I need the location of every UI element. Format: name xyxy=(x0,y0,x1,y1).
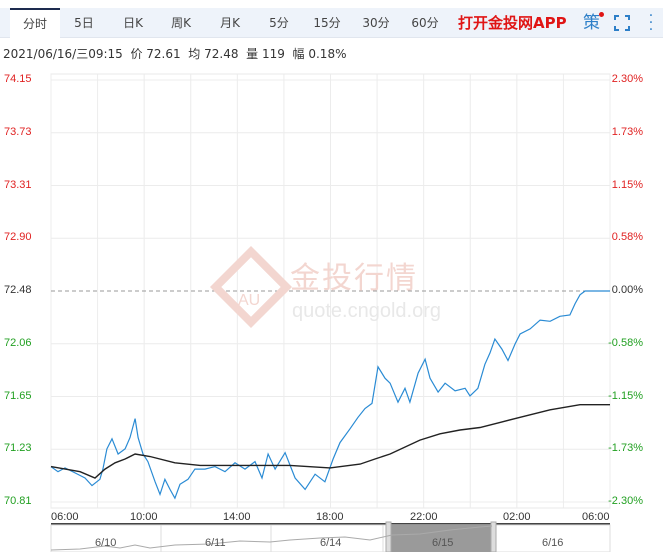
x-tick: 06:00 xyxy=(582,511,610,523)
watermark-logo xyxy=(209,245,293,329)
average-line xyxy=(50,404,610,479)
y-tick-right: 1.15% xyxy=(611,178,643,191)
y-tick-left: 72.48 xyxy=(4,284,32,296)
y-tick-right: -1.15% xyxy=(608,389,643,402)
avg-value: 72.48 xyxy=(204,47,239,61)
tab-6[interactable]: 15分 xyxy=(313,16,341,30)
amplitude-value: 0.18% xyxy=(308,47,347,61)
price-line xyxy=(50,290,610,500)
x-tick: 22:00 xyxy=(410,511,438,523)
navigator-day[interactable]: 6/14 xyxy=(320,537,342,549)
watermark-logo-text: AU xyxy=(238,292,260,309)
tab-0[interactable]: 分时 xyxy=(10,8,60,38)
y-tick-right: -2.30% xyxy=(608,495,643,507)
more-menu-icon[interactable]: · · · xyxy=(648,8,654,38)
watermark-brand: 金投行情 xyxy=(290,261,418,296)
navigator xyxy=(50,524,611,552)
navigator-day[interactable]: 6/15 xyxy=(432,537,454,549)
y-tick-right: 1.73% xyxy=(611,125,643,138)
notification-dot xyxy=(599,12,604,17)
volume-label: 量 xyxy=(246,47,259,61)
price-value: 72.61 xyxy=(146,47,181,61)
datetime: 2021/06/16/三09:15 xyxy=(3,47,123,61)
tab-5[interactable]: 5分 xyxy=(269,16,289,30)
navigator-handle-right xyxy=(490,521,497,552)
x-tick: 18:00 xyxy=(316,511,344,523)
x-tick: 06:00 xyxy=(51,511,79,523)
y-tick-left: 72.06 xyxy=(4,336,32,349)
y-tick-right: -0.58% xyxy=(608,336,643,349)
navigator-handle-left xyxy=(385,521,392,552)
navigator-sparkline xyxy=(50,525,493,551)
y-tick-left: 73.73 xyxy=(4,125,32,138)
y-tick-right: -1.73% xyxy=(608,442,643,455)
price-label: 价 xyxy=(130,47,143,61)
amplitude-label: 幅 xyxy=(292,47,305,61)
volume-value: 119 xyxy=(261,47,285,61)
y-tick-left: 71.65 xyxy=(4,389,32,402)
strategy-button[interactable]: 策 xyxy=(583,13,600,33)
quote-info-line: 2021/06/16/三09:15 价 72.61 均 72.48 量 119 … xyxy=(3,45,346,62)
tab-8[interactable]: 60分 xyxy=(411,16,439,30)
x-tick: 10:00 xyxy=(130,511,158,523)
navigator-day[interactable]: 6/16 xyxy=(542,537,564,549)
navigator-axis xyxy=(51,523,610,525)
y-tick-left: 74.15 xyxy=(4,73,32,85)
x-tick: 14:00 xyxy=(223,511,251,523)
fullscreen-icon[interactable] xyxy=(614,15,630,31)
tab-4[interactable]: 月K xyxy=(220,16,240,30)
navigator-selection xyxy=(390,525,492,552)
watermark-site: quote.cngold.org xyxy=(292,300,442,322)
y-tick-left: 73.31 xyxy=(4,178,32,191)
navigator-day[interactable]: 6/10 xyxy=(95,537,117,549)
y-tick-right: 2.30% xyxy=(611,73,643,85)
open-app-link[interactable]: 打开金投网APP xyxy=(458,14,567,32)
tab-7[interactable]: 30分 xyxy=(362,16,390,30)
y-tick-left: 70.81 xyxy=(4,495,32,507)
tab-2[interactable]: 日K xyxy=(123,16,143,30)
y-tick-left: 71.23 xyxy=(4,442,32,455)
y-tick-right: 0.58% xyxy=(611,231,643,244)
y-tick-left: 72.90 xyxy=(4,231,32,244)
tab-1[interactable]: 5日 xyxy=(74,16,94,30)
y-tick-right: 0.00% xyxy=(611,284,643,296)
tab-3[interactable]: 周K xyxy=(171,16,191,30)
avg-label: 均 xyxy=(188,47,201,61)
x-tick: 02:00 xyxy=(503,511,531,523)
navigator-day[interactable]: 6/11 xyxy=(205,537,226,549)
period-tab-bar: 分时 5日 日K 周K 月K 5分 15分 30分 60分 打开金投网APP 策 · · · xyxy=(0,8,663,38)
